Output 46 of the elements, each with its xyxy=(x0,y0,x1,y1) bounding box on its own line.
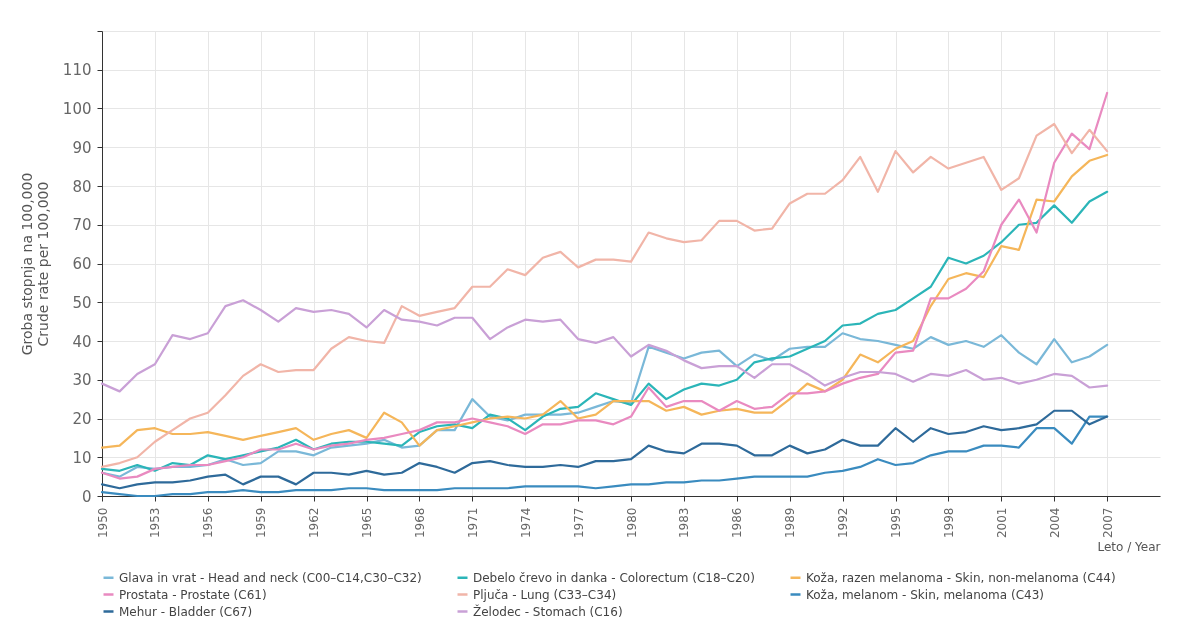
x-tick-label: 1962 xyxy=(307,507,322,539)
y-tick-label: 90 xyxy=(72,138,92,157)
x-tick-label: 1950 xyxy=(95,507,110,539)
legend-label: Koža, melanom - Skin, melanoma (C43) xyxy=(806,587,1044,602)
y-tick-label: 100 xyxy=(62,100,92,118)
y-tick-label: 80 xyxy=(72,177,92,196)
y-tick-label: 50 xyxy=(72,293,92,312)
x-tick-label: 1956 xyxy=(201,507,216,539)
x-tick-label: 1983 xyxy=(677,507,692,539)
legend-label: Mehur - Bladder (C67) xyxy=(119,604,253,619)
x-tick-label: 1989 xyxy=(783,507,798,539)
legend-label: Glava in vrat - Head and neck (C00–C14,C30–C32) xyxy=(119,570,422,585)
x-tick-label: 1998 xyxy=(941,507,956,539)
x-tick-label: 1953 xyxy=(148,507,163,539)
x-tick-label: 1968 xyxy=(412,507,427,539)
y-tick-label: 10 xyxy=(72,448,92,467)
x-tick-label: 1971 xyxy=(465,507,480,539)
x-tick-label: 1992 xyxy=(836,507,851,539)
x-tick-label: 1965 xyxy=(360,507,374,539)
x-tick-label: 1959 xyxy=(254,507,269,539)
x-tick-label: 2007 xyxy=(1100,507,1115,539)
x-tick-label: 1986 xyxy=(730,507,745,539)
y-tick-label: 110 xyxy=(62,61,92,80)
x-tick-label: 1977 xyxy=(571,507,586,539)
x-tick-label: 1974 xyxy=(518,507,533,539)
y-tick-label: 30 xyxy=(72,371,92,390)
x-axis-title: Leto / Year xyxy=(1097,540,1161,555)
y-tick-label: 60 xyxy=(72,255,92,273)
legend-label: Debelo črevo in danka - Colorectum (C18–C20) xyxy=(473,570,755,585)
legend-label: Prostata - Prostate (C61) xyxy=(119,587,267,602)
legend-label: Želodec - Stomach (C16) xyxy=(473,603,623,619)
line-series xyxy=(100,415,1109,498)
x-tick-label: 2004 xyxy=(1047,507,1062,539)
line-series xyxy=(100,409,1109,490)
y-tick-label: 70 xyxy=(72,216,92,235)
y-tick-label: 20 xyxy=(72,410,92,428)
y-tick-label: 40 xyxy=(72,332,92,351)
x-tick-label: 1980 xyxy=(624,507,639,539)
x-tick-label: 2001 xyxy=(994,507,1009,539)
x-tick-label: 1995 xyxy=(889,507,903,539)
y-axis-title: Groba stopnja na 100,000 Crude rate per 100,000 xyxy=(18,172,51,356)
legend-label: Pljuča - Lung (C33–C34) xyxy=(473,587,617,602)
line-series xyxy=(100,190,1109,472)
legend-label: Koža, razen melanoma - Skin, non-melanoma (C44) xyxy=(806,570,1116,585)
y-tick-label: 0 xyxy=(81,487,92,506)
line-series xyxy=(100,299,1109,393)
